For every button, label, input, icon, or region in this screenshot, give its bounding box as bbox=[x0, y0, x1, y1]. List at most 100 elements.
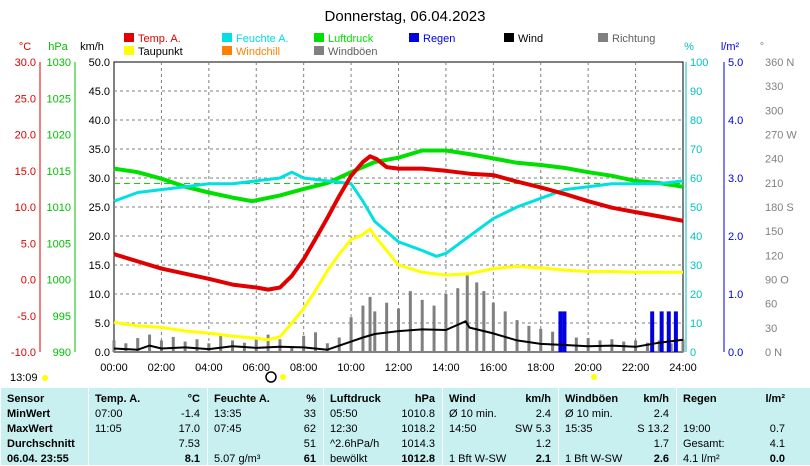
table-cell-5-1-value: S 13.2 bbox=[637, 423, 669, 435]
table-column-5: Windböen km/h Ø 10 min. 2.4 15:35 S 13.2 1.7 1 … bbox=[558, 388, 677, 465]
legend-swatch-8 bbox=[314, 46, 324, 55]
table-cell-2-1-value: 62 bbox=[303, 423, 316, 435]
table-cell-1-2-value: 7.53 bbox=[178, 438, 200, 450]
table-column-1: Temp. A. °C 07:00 -1.4 11:05 17.0 7.53 8.1 bbox=[88, 388, 208, 465]
wind-axis-tick-3: 35.0 bbox=[89, 144, 110, 156]
wind-axis-tick-9: 5.0 bbox=[95, 318, 110, 330]
series-regen-bar-1 bbox=[562, 311, 567, 352]
table-cell-2-3-value: 61 bbox=[303, 453, 316, 465]
humidity-axis-tick-10: 0 bbox=[690, 347, 696, 359]
table-column-6: Regen l/m² 19:00 0.7 Gesamt: 4.1 4.1 l/m² 0.0 bbox=[676, 388, 793, 465]
sunset-icon bbox=[591, 374, 597, 380]
sunrise-marker bbox=[265, 371, 277, 383]
rain-axis-tick-2: 3.0 bbox=[728, 173, 743, 185]
series-windb-en-bar-14 bbox=[278, 339, 282, 352]
table-cell-6-1-value: 0.7 bbox=[769, 423, 785, 435]
table-cell-1-1-label: 11:05 bbox=[95, 423, 122, 435]
x-tick-12: 24:00 bbox=[669, 362, 697, 374]
legend-swatch-1 bbox=[222, 33, 232, 42]
table-header-3: Luftdruck bbox=[330, 393, 381, 405]
series-regen-bar-4 bbox=[666, 311, 671, 352]
table-column-4: Wind km/h Ø 10 min. 2.4 14:50 SW 5.3 1.2 1 Bft … bbox=[442, 388, 559, 465]
table-column-3: Luftdruck hPa 05:50 1010.8 12:30 1018.2 ^2.6hP… bbox=[323, 388, 443, 465]
rain-axis-tick-0: 5.0 bbox=[728, 57, 743, 69]
table-unit-4: km/h bbox=[525, 393, 551, 405]
direction-axis-tick-9: 90 O bbox=[765, 275, 789, 287]
series-windb-en-bar-34 bbox=[491, 302, 495, 352]
humidity-axis-tick-3: 70 bbox=[690, 144, 702, 156]
table-header-1: Temp. A. bbox=[95, 393, 141, 405]
direction-axis-unit: ° bbox=[760, 41, 764, 53]
table-cell-3-3-label: bewölkt bbox=[330, 453, 368, 465]
series-windb-en-bar-33 bbox=[482, 291, 486, 352]
table-cell-5-1-label: 15:35 bbox=[565, 423, 593, 435]
pressure-axis-tick-2: 1020 bbox=[47, 130, 71, 142]
series-windb-en-bar-0 bbox=[112, 340, 116, 352]
series-windb-en-bar-38 bbox=[539, 328, 543, 352]
series-windb-en-bar-37 bbox=[527, 325, 531, 352]
x-tick-5: 10:00 bbox=[337, 362, 365, 374]
legend-swatch-4 bbox=[504, 33, 514, 42]
series-windb-en-bar-17 bbox=[314, 332, 318, 352]
temp-axis-tick-0: 30.0 bbox=[15, 57, 36, 69]
temp-axis-tick-6: 0.0 bbox=[21, 275, 36, 287]
direction-axis-tick-5: 210 bbox=[765, 178, 783, 190]
table-cell-4-3-value: 2.1 bbox=[535, 453, 551, 465]
series-taupunkt-line bbox=[113, 227, 683, 342]
rain-axis-tick-3: 2.0 bbox=[728, 231, 743, 243]
series-windb-en-bar-30 bbox=[456, 288, 460, 352]
rain-axis-tick-4: 1.0 bbox=[728, 289, 743, 301]
table-cell-4-0-value: 2.4 bbox=[535, 408, 551, 420]
series-windb-en-bar-7 bbox=[195, 339, 199, 352]
table-rowlabel-0: MinWert bbox=[7, 408, 51, 420]
series-regen-bar-5 bbox=[673, 311, 678, 352]
series-windb-en-bar-42 bbox=[586, 338, 590, 352]
pressure-axis-tick-6: 1000 bbox=[47, 275, 71, 287]
table-unit-6: l/m² bbox=[765, 393, 785, 405]
temp-axis-tick-4: 10.0 bbox=[15, 202, 36, 214]
direction-axis-tick-7: 150 bbox=[765, 226, 783, 238]
x-tick-11: 22:00 bbox=[622, 362, 650, 374]
time-marker-label: 13:09 bbox=[10, 372, 38, 384]
temp-axis-tick-2: 20.0 bbox=[15, 130, 36, 142]
table-cell-3-1-value: 1018.2 bbox=[401, 423, 435, 435]
series-windb-en-bar-2 bbox=[136, 338, 140, 352]
table-cell-4-1-value: SW 5.3 bbox=[514, 423, 551, 435]
x-tick-0: 00:00 bbox=[100, 362, 128, 374]
wind-axis-tick-5: 25.0 bbox=[89, 202, 110, 214]
table-cell-3-0-value: 1010.8 bbox=[401, 408, 435, 420]
wind-axis-tick-6: 20.0 bbox=[89, 231, 110, 243]
series-windb-en-bar-26 bbox=[408, 291, 412, 352]
table-cell-3-2-value: 1014.3 bbox=[401, 438, 435, 450]
pressure-axis-tick-4: 1010 bbox=[47, 202, 71, 214]
direction-axis-tick-10: 60 bbox=[765, 299, 777, 311]
legend-label-7: Windchill bbox=[236, 46, 280, 58]
table-cell-1-1-value: 17.0 bbox=[178, 423, 200, 435]
table-cell-2-0-value: 33 bbox=[303, 408, 316, 420]
rain-axis-unit: l/m² bbox=[721, 41, 740, 53]
series-windb-en-bar-50 bbox=[681, 339, 685, 352]
table-cell-4-3-label: 1 Bft W-SW bbox=[449, 453, 507, 465]
legend: Temp. A. Feuchte A. Luftdruck Regen Wind Rich… bbox=[124, 33, 655, 58]
table-column-0: Sensor MinWert MaxWert Durchschnitt 06.04. 2… bbox=[0, 388, 89, 465]
table-cell-4-2-value: 1.2 bbox=[535, 438, 551, 450]
sun-icon bbox=[280, 374, 286, 380]
wind-axis-tick-4: 30.0 bbox=[89, 173, 110, 185]
direction-axis-tick-1: 330 bbox=[765, 81, 783, 93]
x-tick-2: 04:00 bbox=[195, 362, 223, 374]
direction-axis-tick-3: 270 W bbox=[765, 130, 797, 142]
table-cell-3-0-label: 05:50 bbox=[330, 408, 358, 420]
table-cell-2-0-label: 13:35 bbox=[214, 408, 242, 420]
table-cell-5-3-value: 2.6 bbox=[653, 453, 669, 465]
table-header-4: Wind bbox=[449, 393, 476, 405]
wind-axis-tick-10: 0.0 bbox=[95, 347, 110, 359]
legend-swatch-3 bbox=[409, 33, 419, 42]
series-windb-en-bar-20 bbox=[349, 317, 353, 352]
table-cell-3-3-value: 1012.8 bbox=[401, 453, 435, 465]
series-windb-en-bar-16 bbox=[302, 335, 306, 352]
table-unit-2: % bbox=[306, 393, 316, 405]
x-tick-10: 20:00 bbox=[574, 362, 602, 374]
humidity-axis-tick-4: 60 bbox=[690, 173, 702, 185]
chart-grid bbox=[113, 61, 684, 353]
table-cell-1-3-value: 8.1 bbox=[184, 453, 200, 465]
